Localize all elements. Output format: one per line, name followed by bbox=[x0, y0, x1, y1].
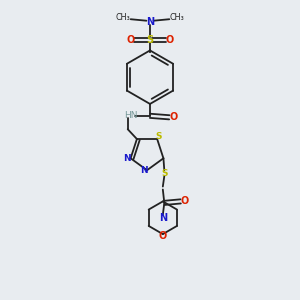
Text: O: O bbox=[165, 35, 173, 45]
Text: O: O bbox=[159, 231, 167, 241]
Text: O: O bbox=[181, 196, 189, 206]
Text: N: N bbox=[123, 154, 131, 163]
Text: O: O bbox=[127, 35, 135, 45]
Text: CH₃: CH₃ bbox=[116, 13, 130, 22]
Text: O: O bbox=[170, 112, 178, 122]
Text: S: S bbox=[161, 169, 168, 178]
Text: N: N bbox=[159, 213, 167, 223]
Text: N: N bbox=[140, 166, 147, 175]
Text: S: S bbox=[146, 35, 154, 45]
Text: N: N bbox=[146, 17, 154, 27]
Text: CH₃: CH₃ bbox=[169, 13, 184, 22]
Text: S: S bbox=[155, 132, 162, 141]
Text: HN: HN bbox=[124, 111, 137, 120]
